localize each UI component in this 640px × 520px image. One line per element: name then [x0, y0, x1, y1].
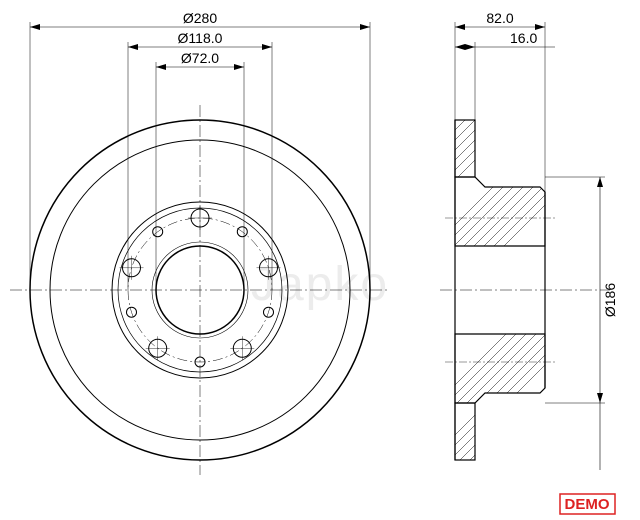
- side-dims: 82.0 16.0 Ø186: [455, 10, 618, 470]
- front-view: [10, 105, 390, 475]
- demo-label: DEMO: [565, 496, 610, 513]
- dim-d72: Ø72.0: [181, 50, 219, 66]
- side-view: [440, 95, 610, 490]
- dim-d186: Ø186: [602, 283, 618, 317]
- dim-16: 16.0: [510, 30, 537, 46]
- dim-d118: Ø118.0: [178, 30, 223, 46]
- drawing-canvas: Japko: [0, 0, 640, 520]
- dim-82: 82.0: [486, 10, 513, 26]
- dim-d280: Ø280: [183, 10, 217, 26]
